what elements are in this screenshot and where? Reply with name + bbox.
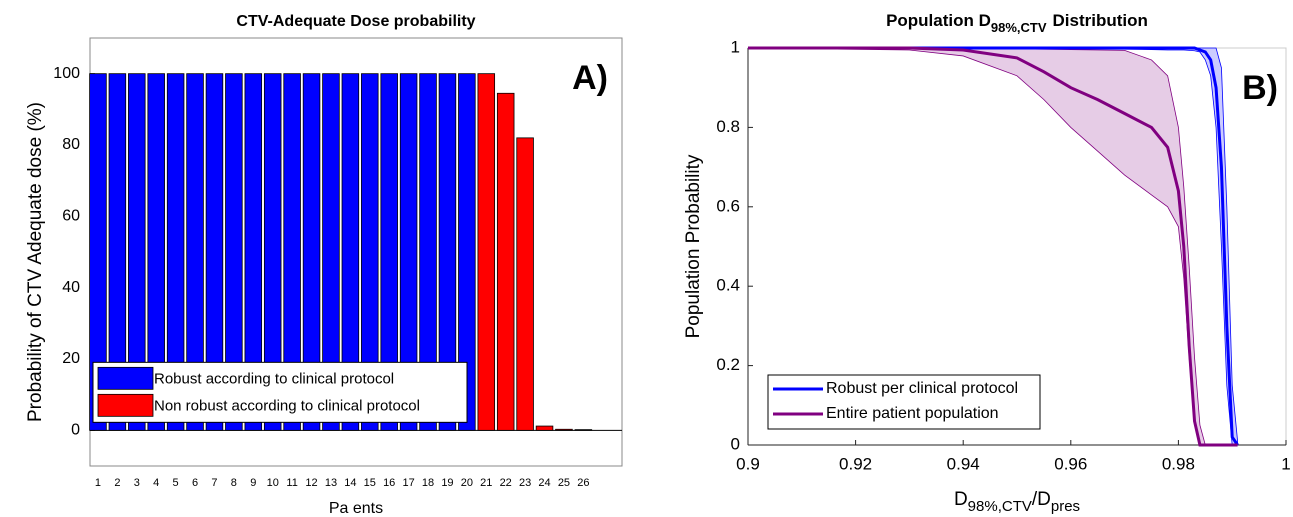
legend-box bbox=[767, 374, 1041, 430]
bar bbox=[419, 73, 437, 431]
x-tick-label: 8 bbox=[231, 477, 237, 489]
x-tick-label: 24 bbox=[538, 477, 550, 489]
x-tick-label: 19 bbox=[441, 477, 453, 489]
bar bbox=[399, 73, 418, 431]
x-tick-label: 26 bbox=[577, 477, 589, 489]
bar bbox=[477, 73, 496, 431]
x-tick-label: 5 bbox=[173, 477, 179, 489]
bar bbox=[574, 429, 593, 431]
bar bbox=[225, 73, 243, 431]
panel-label: A) bbox=[572, 59, 608, 97]
y-tick-label: 1 bbox=[731, 37, 740, 56]
x-tick-label: 15 bbox=[364, 477, 376, 489]
y-tick-label: 0.4 bbox=[716, 276, 740, 295]
bar bbox=[496, 92, 515, 431]
bar bbox=[535, 425, 554, 431]
bar bbox=[555, 428, 573, 431]
bar bbox=[89, 73, 107, 431]
x-tick-label: 18 bbox=[422, 477, 434, 489]
bar bbox=[361, 73, 379, 431]
bar bbox=[166, 73, 185, 431]
x-tick-label: 25 bbox=[558, 477, 570, 489]
bar bbox=[380, 73, 398, 431]
y-tick-label: 0.6 bbox=[716, 196, 740, 215]
y-tick-label: 0 bbox=[71, 422, 80, 439]
x-tick-label: 13 bbox=[325, 477, 337, 489]
x-tick-label: 2 bbox=[114, 477, 120, 489]
x-tick-label: 11 bbox=[286, 477, 297, 489]
chart-title: Population D98%,CTV Distribution bbox=[886, 11, 1148, 35]
y-axis-label: Probability of CTV Adequate dose (%) bbox=[25, 102, 46, 422]
y-tick-label: 60 bbox=[62, 208, 80, 225]
x-tick-label: 20 bbox=[461, 477, 473, 489]
label-text: /D bbox=[1032, 489, 1051, 510]
confidence-band bbox=[747, 47, 1238, 446]
chart-title: CTV-Adequate Dose probability bbox=[236, 13, 475, 30]
legend-swatch bbox=[97, 366, 154, 390]
x-tick-label: 6 bbox=[192, 477, 198, 489]
x-tick-label: 14 bbox=[344, 477, 356, 489]
x-tick-label: 21 bbox=[480, 477, 492, 489]
bar bbox=[516, 137, 534, 431]
x-tick-label: 0.94 bbox=[947, 454, 980, 473]
title-text: Distribution bbox=[1053, 11, 1148, 30]
y-tick-label: 0.2 bbox=[716, 355, 740, 374]
x-axis-label: D98%,CTV/Dpres bbox=[954, 489, 1080, 515]
x-tick-label: 1 bbox=[95, 477, 101, 489]
x-tick-label: 16 bbox=[383, 477, 395, 489]
y-tick-label: 20 bbox=[62, 350, 80, 367]
title-text: Population D bbox=[886, 11, 991, 30]
x-tick-label: 12 bbox=[305, 477, 317, 489]
bar bbox=[205, 73, 224, 431]
bar bbox=[263, 73, 282, 431]
x-tick-label: 0.9 bbox=[736, 454, 760, 473]
x-tick-label: 9 bbox=[250, 477, 256, 489]
label-subscript: pres bbox=[1051, 498, 1080, 515]
x-tick-label: 4 bbox=[153, 477, 159, 489]
y-tick-label: 0 bbox=[731, 434, 740, 453]
x-tick-label: 22 bbox=[500, 477, 512, 489]
x-tick-label: 3 bbox=[134, 477, 140, 489]
legend-label: Entire patient population bbox=[826, 405, 999, 422]
legend-swatch bbox=[97, 393, 154, 417]
bar bbox=[186, 73, 204, 431]
legend-label: Non robust according to clinical protoco… bbox=[154, 397, 420, 414]
x-tick-label: 7 bbox=[211, 477, 217, 489]
bar bbox=[108, 73, 127, 431]
y-axis-label: Population Probability bbox=[683, 154, 704, 338]
bar bbox=[244, 73, 263, 431]
bar bbox=[438, 73, 457, 431]
legend-box bbox=[92, 361, 468, 423]
title-subscript: 98%,CTV bbox=[991, 20, 1047, 35]
x-tick-label: 10 bbox=[267, 477, 279, 489]
panel-label: B) bbox=[1242, 69, 1278, 107]
bar bbox=[147, 73, 165, 431]
bar bbox=[302, 73, 321, 431]
bar bbox=[322, 73, 340, 431]
bar bbox=[283, 73, 301, 431]
label-text: D bbox=[954, 489, 968, 510]
x-tick-label: 17 bbox=[402, 477, 414, 489]
x-tick-label: 0.92 bbox=[839, 454, 872, 473]
legend-label: Robust according to clinical protocol bbox=[154, 370, 394, 387]
label-subscript: 98%,CTV bbox=[968, 498, 1032, 515]
bar bbox=[458, 73, 476, 431]
legend-label: Robust per clinical protocol bbox=[826, 380, 1018, 397]
median-line bbox=[748, 46, 1238, 447]
y-tick-label: 100 bbox=[53, 65, 80, 82]
x-tick-label: 1 bbox=[1281, 454, 1290, 473]
median-line bbox=[748, 46, 1239, 446]
bar bbox=[128, 73, 146, 431]
y-tick-label: 80 bbox=[62, 136, 80, 153]
y-tick-label: 0.8 bbox=[716, 117, 740, 136]
x-tick-label: 0.98 bbox=[1162, 454, 1195, 473]
y-tick-label: 40 bbox=[62, 279, 80, 296]
x-tick-label: 23 bbox=[519, 477, 531, 489]
x-tick-label: 0.96 bbox=[1054, 454, 1087, 473]
x-axis-label: Pa ents bbox=[329, 500, 383, 517]
bar bbox=[341, 73, 360, 431]
